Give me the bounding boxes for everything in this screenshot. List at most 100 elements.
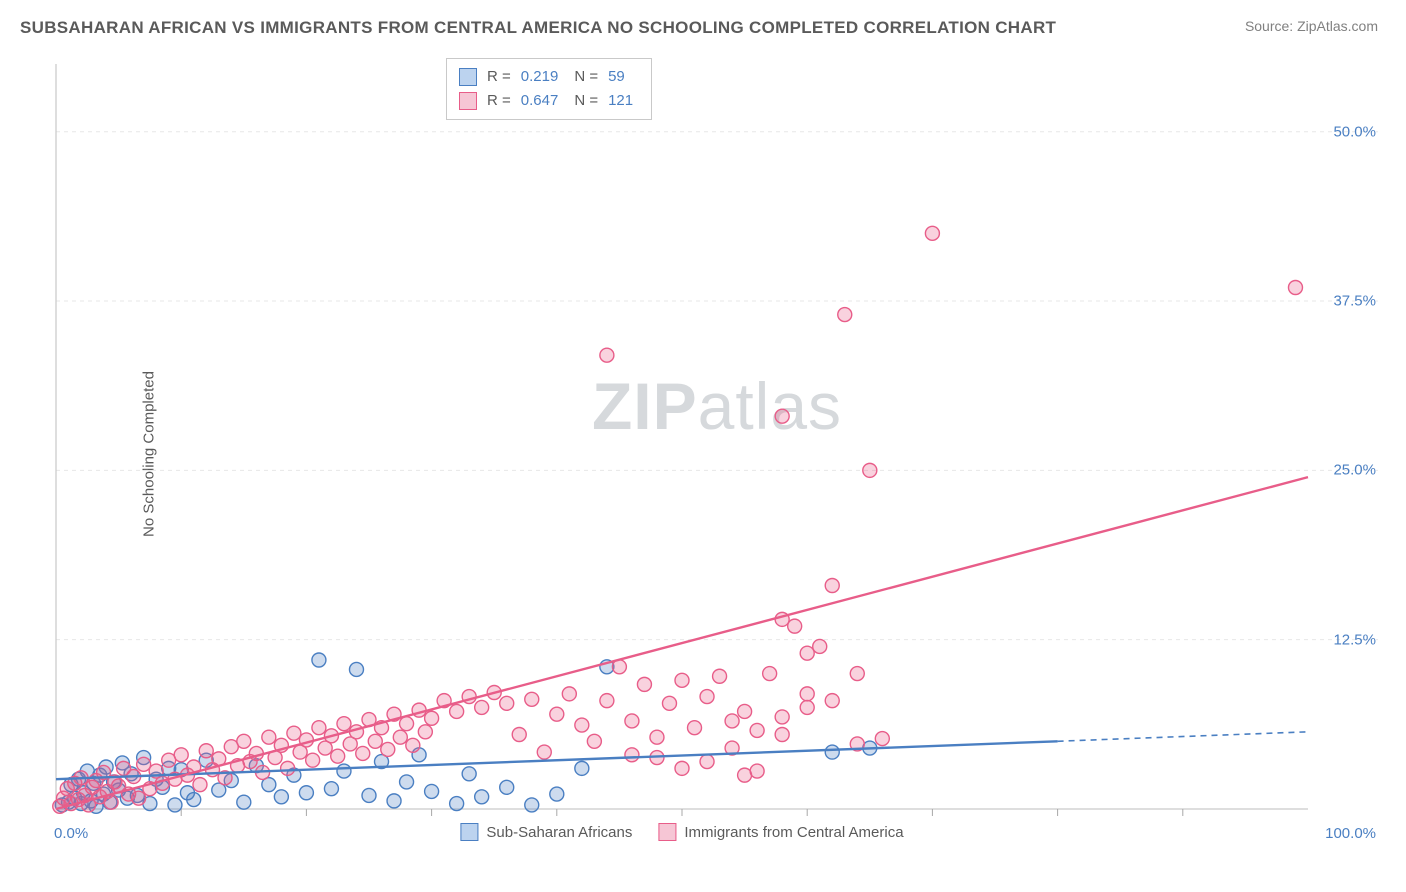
marker <box>475 790 489 804</box>
marker <box>362 788 376 802</box>
marker <box>587 734 601 748</box>
marker <box>725 714 739 728</box>
stats-row-subsaharan: R =0.219N =59 <box>459 65 639 89</box>
stats-row-central_america: R =0.647N =121 <box>459 89 639 113</box>
x-corner-left: 0.0% <box>54 825 88 842</box>
y-tick-label: 12.5% <box>1333 631 1376 648</box>
marker <box>662 696 676 710</box>
marker <box>562 687 576 701</box>
marker <box>800 687 814 701</box>
swatch-icon <box>459 92 477 110</box>
marker <box>500 696 514 710</box>
n-value: 59 <box>608 65 625 89</box>
y-tick-label: 37.5% <box>1333 293 1376 310</box>
legend-item-central_america: Immigrants from Central America <box>658 823 903 841</box>
marker <box>193 778 207 792</box>
marker <box>132 791 146 805</box>
marker <box>500 780 514 794</box>
marker <box>800 700 814 714</box>
marker <box>600 348 614 362</box>
marker <box>775 728 789 742</box>
marker <box>775 710 789 724</box>
marker <box>512 728 526 742</box>
marker <box>813 639 827 653</box>
r-label: R = <box>487 65 511 89</box>
marker <box>525 798 539 812</box>
marker <box>738 768 752 782</box>
marker <box>863 463 877 477</box>
marker <box>312 721 326 735</box>
marker <box>825 745 839 759</box>
marker <box>337 764 351 778</box>
legend-item-subsaharan: Sub-Saharan Africans <box>460 823 632 841</box>
marker <box>324 782 338 796</box>
marker <box>368 734 382 748</box>
x-corner-right: 100.0% <box>1325 825 1376 842</box>
legend-label: Sub-Saharan Africans <box>486 824 632 841</box>
marker <box>850 667 864 681</box>
marker <box>287 726 301 740</box>
marker <box>650 730 664 744</box>
n-label: N = <box>574 65 598 89</box>
marker <box>418 725 432 739</box>
marker <box>788 619 802 633</box>
marker <box>450 797 464 811</box>
source-label: Source: ZipAtlas.com <box>1245 18 1378 34</box>
swatch-icon <box>658 823 676 841</box>
marker <box>675 673 689 687</box>
trend-line-dash-subsaharan <box>1058 732 1308 741</box>
chart-title: SUBSAHARAN AFRICAN VS IMMIGRANTS FROM CE… <box>20 18 1056 38</box>
marker <box>700 755 714 769</box>
marker <box>400 717 414 731</box>
n-value: 121 <box>608 89 633 113</box>
bottom-legend: Sub-Saharan Africans Immigrants from Cent… <box>460 823 903 841</box>
marker <box>688 721 702 735</box>
series-central_america <box>53 226 1303 813</box>
n-label: N = <box>574 89 598 113</box>
marker <box>800 646 814 660</box>
marker <box>825 694 839 708</box>
marker <box>137 757 151 771</box>
marker <box>356 746 370 760</box>
marker <box>838 308 852 322</box>
marker <box>425 711 439 725</box>
marker <box>675 761 689 775</box>
swatch-icon <box>460 823 478 841</box>
marker <box>400 775 414 789</box>
marker <box>825 579 839 593</box>
y-tick-label: 25.0% <box>1333 462 1376 479</box>
legend-label: Immigrants from Central America <box>684 824 903 841</box>
trend-line-central_america <box>56 477 1308 809</box>
marker <box>450 704 464 718</box>
y-tick-label: 50.0% <box>1333 123 1376 140</box>
marker <box>281 761 295 775</box>
marker <box>575 718 589 732</box>
marker <box>637 677 651 691</box>
marker <box>406 738 420 752</box>
marker <box>713 669 727 683</box>
source-prefix: Source: <box>1245 18 1297 34</box>
marker <box>700 690 714 704</box>
marker <box>174 748 188 762</box>
source-name: ZipAtlas.com <box>1297 18 1378 34</box>
marker <box>425 784 439 798</box>
marker <box>537 745 551 759</box>
marker <box>1288 281 1302 295</box>
marker <box>462 767 476 781</box>
marker <box>763 667 777 681</box>
marker <box>738 704 752 718</box>
plot-area: No Schooling Completed ZIPatlas 12.5%25.… <box>52 56 1382 851</box>
marker <box>525 692 539 706</box>
marker <box>550 707 564 721</box>
marker <box>625 714 639 728</box>
marker <box>475 700 489 714</box>
marker <box>550 787 564 801</box>
marker <box>187 793 201 807</box>
marker <box>925 226 939 240</box>
marker <box>262 730 276 744</box>
r-label: R = <box>487 89 511 113</box>
marker <box>775 409 789 423</box>
marker <box>274 790 288 804</box>
marker <box>237 734 251 748</box>
marker <box>337 717 351 731</box>
